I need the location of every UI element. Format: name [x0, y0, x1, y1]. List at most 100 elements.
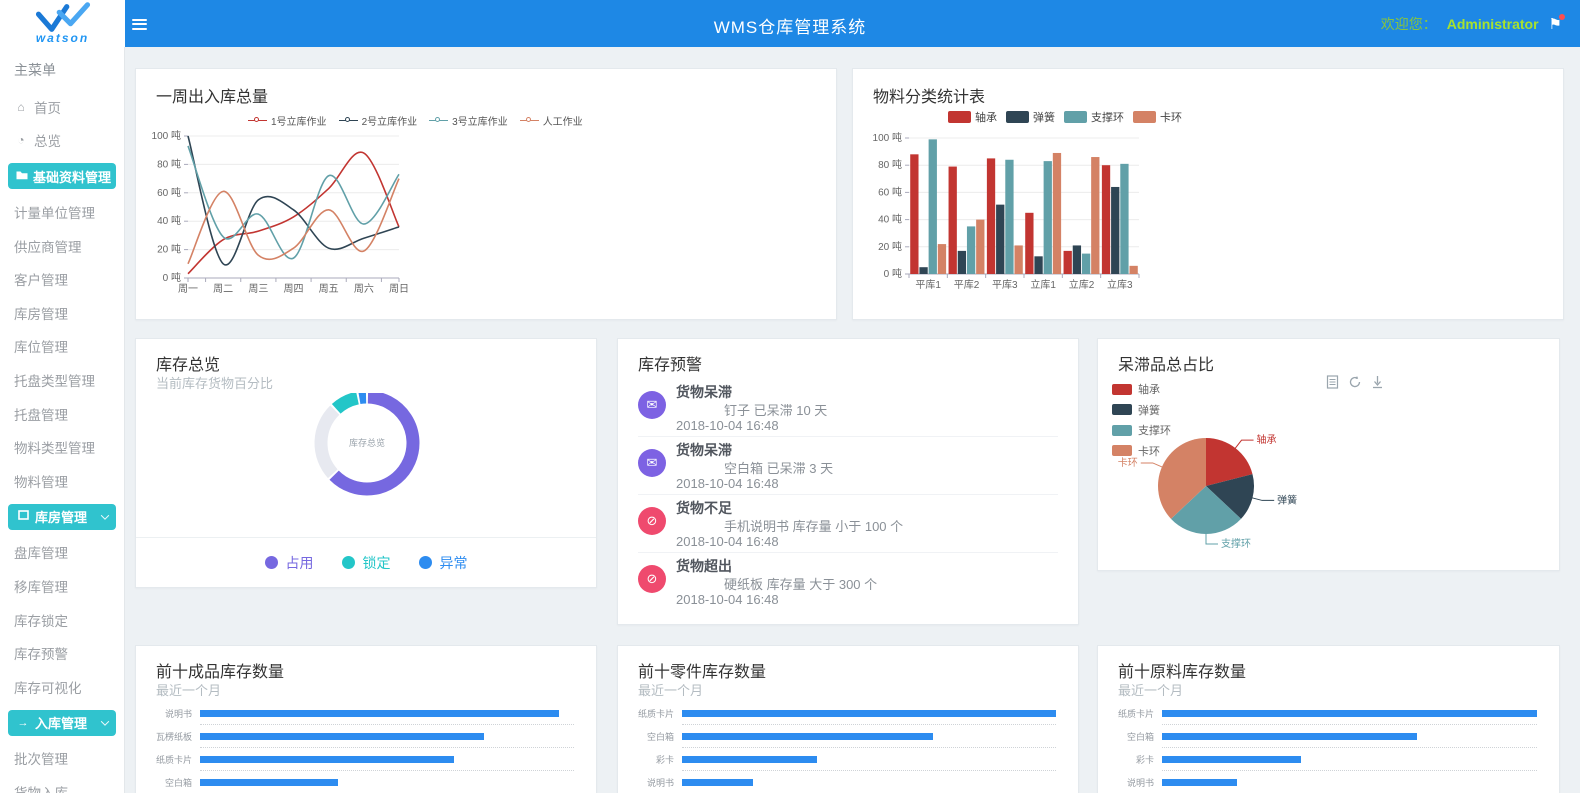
sidebar-item-6[interactable]: 库房管理	[0, 296, 124, 330]
alert-description: 手机说明书 库存量 小于 100 个	[724, 519, 904, 534]
watson-logo-mark	[35, 2, 90, 32]
download-icon[interactable]	[1371, 375, 1384, 389]
line-chart-legend[interactable]: 1号立库作业 2号立库作业 3号立库作业 人工作业	[248, 113, 583, 128]
data-view-icon[interactable]	[1326, 375, 1339, 389]
bar-立库1-轴承	[1025, 212, 1034, 274]
hbar-separator	[682, 770, 1056, 771]
mail-icon: ✉	[638, 449, 666, 477]
menu-toggle-icon[interactable]	[132, 16, 147, 32]
chevron-down-icon	[100, 716, 110, 726]
sidebar-item-14[interactable]: 移库管理	[0, 569, 124, 603]
parts-hbar-chart: 纸质卡片 空白箱 彩卡 说明书	[632, 708, 1056, 793]
sidebar-item-12[interactable]: 库房管理	[8, 503, 116, 530]
legend-item[interactable]: 1号立库作业	[248, 113, 327, 128]
legend-item[interactable]: 卡环	[1112, 443, 1171, 459]
hbar-label: 纸质卡片	[1117, 709, 1154, 719]
legend-item[interactable]: 异常	[418, 553, 468, 573]
hbar-separator	[200, 747, 574, 748]
sidebar-item-5[interactable]: 客户管理	[0, 262, 124, 296]
bar-平库2-弹簧	[957, 250, 967, 274]
svg-text:周二: 周二	[213, 283, 233, 295]
sidebar-item-0[interactable]: ⌂ 首页	[0, 90, 124, 124]
hbar-separator	[200, 770, 574, 771]
legend-label: 支撑环	[1138, 425, 1171, 437]
donut-legend[interactable]: 占用 锁定 异常	[136, 537, 596, 587]
alert-timestamp: 2018-10-04 16:48	[676, 476, 779, 491]
hbar-separator	[682, 747, 1056, 748]
hbar-bar	[1162, 733, 1417, 740]
svg-text:周日: 周日	[389, 283, 409, 295]
legend-label: 卡环	[1160, 112, 1182, 124]
sidebar-item-19[interactable]: 批次管理	[0, 742, 124, 776]
username[interactable]: Administrator	[1446, 16, 1539, 32]
legend-item[interactable]: 支撑环	[1112, 422, 1171, 438]
alert-title: 货物呆滞	[676, 384, 732, 400]
sidebar-item-label: 首页	[34, 100, 61, 116]
bar-立库2-支撑环	[1081, 253, 1091, 274]
sidebar-item-2[interactable]: 基础资料管理	[8, 163, 116, 190]
legend-item[interactable]: 人工作业	[519, 113, 583, 128]
brand-logo[interactable]: watson	[0, 0, 125, 47]
svg-text:周六: 周六	[354, 283, 374, 295]
hbar-label: 空白箱	[646, 732, 674, 742]
panel-stagnant-share: 呆滞品总占比 轴承 弹簧 支撑环 卡环 轴承 弹簧 支撑环 卡环	[1097, 338, 1560, 571]
bar-立库3-支撑环	[1120, 163, 1129, 274]
sidebar-item-1[interactable]: ◔ 总览	[0, 124, 124, 158]
legend-item[interactable]: 轴承	[1112, 381, 1171, 397]
legend-item[interactable]: 轴承	[948, 109, 997, 125]
panel-inventory-alerts: 库存预警 ✉ 货物呆滞 钉子 已呆滞 10 天 2018-10-04 16:48 ✉ 货物…	[617, 338, 1079, 625]
pie-slice-卡环	[1158, 438, 1206, 519]
legend-item[interactable]: 占用	[264, 553, 314, 573]
sidebar-nav: ⌂ 首页 ◔ 总览 基础资料管理 计量单位管理 供应商管理 客户管理 库房管理 库位管理 托盘类型管…	[0, 90, 124, 793]
sidebar-item-13[interactable]: 盘库管理	[0, 536, 124, 570]
sidebar-item-8[interactable]: 托盘类型管理	[0, 363, 124, 397]
sidebar-item-15[interactable]: 库存锁定	[0, 603, 124, 637]
hbar-row: 空白箱	[150, 777, 574, 788]
bar-平库1-卡环	[937, 244, 947, 274]
hbar-track	[682, 710, 1056, 717]
sidebar-item-4[interactable]: 供应商管理	[0, 229, 124, 263]
donut-center-label: 库存总览	[349, 437, 385, 448]
pie-slice-弹簧	[1206, 474, 1254, 519]
pie-label-卡环: 卡环	[1118, 456, 1138, 469]
panel-subtitle: 最近一个月	[1118, 683, 1184, 698]
legend-item[interactable]: 支撑环	[1064, 109, 1124, 125]
donut-canvas: 库存总览	[314, 393, 420, 496]
hbar-row: 纸质卡片	[632, 708, 1056, 719]
line-legend-marker	[429, 117, 449, 124]
pie-label-支撑环: 支撑环	[1221, 537, 1251, 550]
mail-icon: ✉	[638, 391, 666, 419]
sidebar-item-10[interactable]: 物料类型管理	[0, 430, 124, 464]
legend-item[interactable]: 弹簧	[1112, 402, 1171, 418]
bar-立库1-卡环	[1052, 152, 1062, 274]
sidebar-item-16[interactable]: 库存预警	[0, 636, 124, 670]
legend-dot	[264, 556, 278, 569]
bar-chart-legend[interactable]: 轴承 弹簧 支撑环 卡环	[948, 109, 1182, 125]
sidebar-item-3[interactable]: 计量单位管理	[0, 195, 124, 229]
sidebar-item-20[interactable]: 货物入库	[0, 775, 124, 793]
notification-flag-icon[interactable]: ⚑	[1549, 13, 1565, 32]
sidebar-item-7[interactable]: 库位管理	[0, 330, 124, 364]
legend-label: 1号立库作业	[271, 117, 327, 128]
refresh-icon[interactable]	[1348, 375, 1362, 389]
hbar-track	[682, 779, 1056, 786]
legend-item[interactable]: 3号立库作业	[429, 113, 508, 128]
sidebar-item-11[interactable]: 物料管理	[0, 464, 124, 498]
warehouse-icon	[16, 510, 30, 523]
sidebar-item-9[interactable]: 托盘管理	[0, 397, 124, 431]
sidebar-item-17[interactable]: 库存可视化	[0, 670, 124, 704]
sidebar-item-label: 客户管理	[14, 273, 68, 289]
legend-item[interactable]: 2号立库作业	[338, 113, 417, 128]
legend-item[interactable]: 弹簧	[1006, 109, 1055, 125]
hbar-bar	[682, 710, 1056, 717]
legend-item[interactable]: 锁定	[341, 553, 391, 573]
pie-legend[interactable]: 轴承弹簧支撑环卡环	[1112, 381, 1171, 463]
app-title: WMS仓库管理系统	[713, 18, 867, 37]
sidebar-item-18[interactable]: → 入库管理	[8, 709, 116, 736]
legend-item[interactable]: 卡环	[1133, 109, 1182, 125]
panel-subtitle: 最近一个月	[156, 683, 222, 698]
svg-text:立库1: 立库1	[1030, 278, 1056, 291]
hbar-bar	[200, 779, 339, 786]
hbar-track	[200, 733, 574, 740]
legend-label: 异常	[439, 554, 468, 571]
